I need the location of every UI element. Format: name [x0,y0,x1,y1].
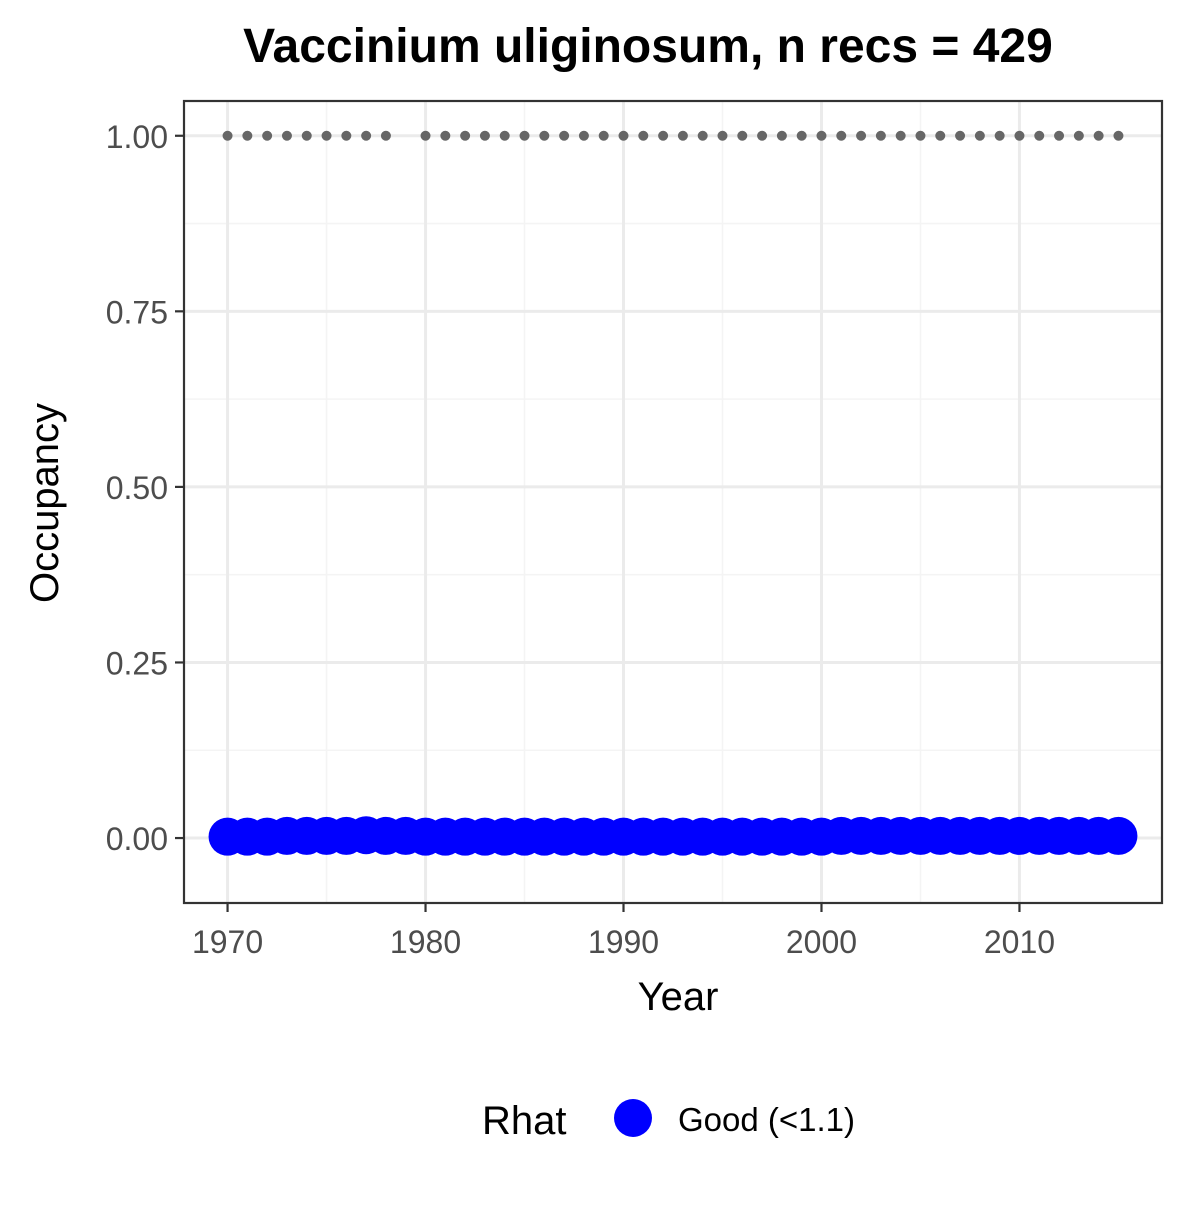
data-point [539,130,550,141]
data-point [440,130,451,141]
data-point [737,130,748,141]
data-point [1034,130,1045,141]
data-point [380,130,391,141]
data-point [915,130,926,141]
data-point [598,130,609,141]
axis-layer: 0.00 0.25 0.50 0.75 1.00 1970 1980 1990 2000 2010 [106,119,1055,960]
data-point [460,130,471,141]
data-point [895,130,906,141]
x-tick-label: 1990 [588,924,659,960]
data-point [1054,130,1065,141]
data-point [242,130,253,141]
data-point [974,130,985,141]
data-point [1093,130,1104,141]
legend-title: Rhat [482,1099,567,1143]
data-point [341,130,352,141]
legend: Rhat Good (<1.1) [482,1099,855,1143]
y-tick-label: 0.25 [106,645,168,681]
data-point [281,130,292,141]
x-tick-label: 1970 [192,924,263,960]
data-layer [208,130,1138,856]
data-point [638,130,649,141]
data-point [677,130,688,141]
data-point [836,130,847,141]
x-tick-label: 1980 [390,924,461,960]
y-tick-label: 1.00 [106,119,168,155]
data-point [856,130,867,141]
data-point [717,130,728,141]
data-point [697,130,708,141]
legend-label-good: Good (<1.1) [678,1101,855,1138]
data-point [757,130,768,141]
data-point [776,130,787,141]
data-point [222,130,233,141]
data-point [499,130,510,141]
data-point [1113,130,1124,141]
data-point [796,130,807,141]
y-tick-label: 0.00 [106,821,168,857]
data-point [479,130,490,141]
data-point [420,130,431,141]
data-point [361,130,372,141]
data-point [559,130,570,141]
data-point [658,130,669,141]
x-tick-label: 2000 [786,924,857,960]
data-point [816,130,827,141]
y-tick-label: 0.50 [106,470,168,506]
x-axis-title: Year [638,975,719,1019]
data-point [321,130,332,141]
data-point [301,130,312,141]
grid-layer [184,101,1162,903]
data-point [519,130,530,141]
data-point [875,130,886,141]
data-point [1014,130,1025,141]
data-point [994,130,1005,141]
data-point [262,130,273,141]
x-tick-label: 2010 [984,924,1055,960]
chart-title: Vaccinium uliginosum, n recs = 429 [243,20,1053,73]
data-point [578,130,589,141]
y-tick-label: 0.75 [106,294,168,330]
data-point [1073,130,1084,141]
legend-key-good [614,1099,652,1137]
data-point [935,130,946,141]
panel-border [182,99,1164,905]
y-axis-title: Occupancy [23,403,67,603]
estimate-point [1099,816,1138,855]
data-point [955,130,966,141]
data-point [618,130,629,141]
